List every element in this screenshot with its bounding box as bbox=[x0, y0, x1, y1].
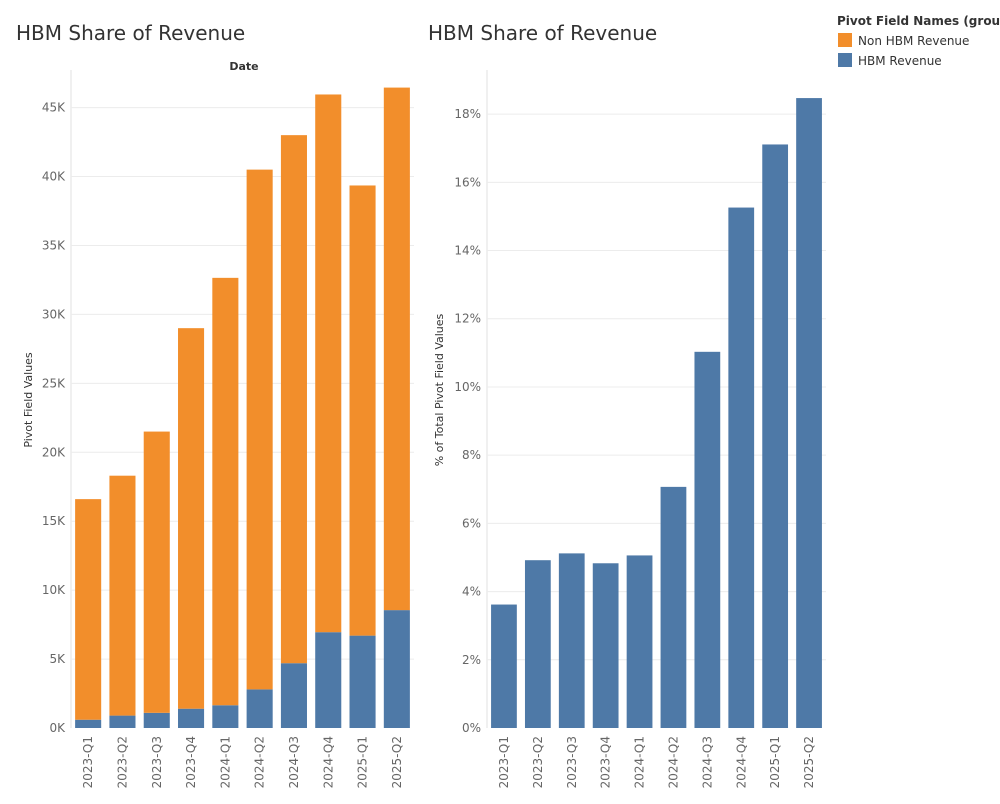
right-bar-hbm-revenue[interactable] bbox=[558, 553, 585, 728]
left-bar-non-hbm-revenue[interactable] bbox=[109, 475, 136, 716]
left-x-tick-label: 2025-Q1 bbox=[356, 736, 370, 788]
left-bar-hbm-revenue[interactable] bbox=[246, 689, 273, 728]
left-x-tick-label: 2023-Q4 bbox=[184, 736, 198, 788]
left-bar-non-hbm-revenue[interactable] bbox=[315, 94, 342, 633]
left-bar-non-hbm-revenue[interactable] bbox=[143, 431, 170, 713]
left-bar-non-hbm-revenue[interactable] bbox=[212, 277, 239, 706]
right-bar-hbm-revenue[interactable] bbox=[626, 555, 653, 728]
left-bar-hbm-revenue[interactable] bbox=[315, 632, 342, 728]
right-y-tick-label: 2% bbox=[462, 653, 481, 667]
right-y-tick-label: 4% bbox=[462, 585, 481, 599]
right-bar-hbm-revenue[interactable] bbox=[728, 207, 755, 728]
left-x-tick-label: 2023-Q1 bbox=[81, 736, 95, 788]
right-y-tick-label: 0% bbox=[462, 721, 481, 735]
right-bar-hbm-revenue[interactable] bbox=[694, 351, 721, 728]
left-y-tick-label: 5K bbox=[49, 652, 66, 666]
legend-label-non-hbm[interactable]: Non HBM Revenue bbox=[858, 34, 969, 48]
left-column-header: Date bbox=[229, 60, 258, 73]
revenue-stacked-chart: HBM Share of Revenue Date Pivot Field Va… bbox=[16, 21, 414, 788]
legend-swatch-hbm[interactable] bbox=[838, 53, 852, 67]
left-y-tick-label: 25K bbox=[42, 376, 66, 390]
left-y-tick-label: 0K bbox=[49, 721, 66, 735]
right-x-tick-label: 2023-Q4 bbox=[599, 736, 613, 788]
left-bar-hbm-revenue[interactable] bbox=[143, 712, 170, 728]
left-y-tick-label: 20K bbox=[42, 445, 66, 459]
right-bar-hbm-revenue[interactable] bbox=[592, 563, 619, 728]
left-bar-non-hbm-revenue[interactable] bbox=[383, 87, 410, 611]
right-bar-hbm-revenue[interactable] bbox=[524, 560, 551, 728]
right-bar-hbm-revenue[interactable] bbox=[660, 486, 687, 728]
right-x-tick-label: 2025-Q2 bbox=[802, 736, 816, 788]
left-x-tick-label: 2023-Q2 bbox=[115, 736, 129, 788]
left-x-axis: 2023-Q1 2023-Q2 2023-Q3 2023-Q4 2024-Q1 2024-… bbox=[81, 736, 404, 788]
right-y-tick-label: 10% bbox=[454, 380, 481, 394]
hbm-share-chart: HBM Share of Revenue % of Total Pivot Fi… bbox=[428, 21, 826, 788]
left-chart-title: HBM Share of Revenue bbox=[16, 21, 245, 45]
right-y-tick-label: 6% bbox=[462, 516, 481, 530]
right-bar-hbm-revenue[interactable] bbox=[491, 604, 517, 728]
left-y-tick-label: 15K bbox=[42, 514, 66, 528]
right-bars bbox=[491, 98, 822, 728]
right-y-tick-label: 18% bbox=[454, 107, 481, 121]
legend-title: Pivot Field Names (group) bbox=[837, 14, 1000, 28]
left-bar-non-hbm-revenue[interactable] bbox=[178, 328, 205, 709]
left-x-tick-label: 2024-Q4 bbox=[321, 736, 335, 788]
right-x-tick-label: 2023-Q3 bbox=[565, 736, 579, 788]
right-bar-hbm-revenue[interactable] bbox=[762, 144, 789, 728]
left-y-tick-label: 40K bbox=[42, 170, 66, 184]
left-bar-hbm-revenue[interactable] bbox=[75, 719, 102, 728]
left-bar-hbm-revenue[interactable] bbox=[280, 663, 307, 728]
right-x-tick-label: 2023-Q2 bbox=[531, 736, 545, 788]
legend: Pivot Field Names (group) Non HBM Revenu… bbox=[837, 14, 1000, 68]
left-x-tick-label: 2023-Q3 bbox=[150, 736, 164, 788]
legend-swatch-non-hbm[interactable] bbox=[838, 33, 852, 47]
left-y-axis: 0K 5K 10K 15K 20K 25K 30K 35K 40K 45K bbox=[42, 101, 66, 735]
right-y-tick-label: 12% bbox=[454, 312, 481, 326]
right-x-tick-label: 2024-Q1 bbox=[633, 736, 647, 788]
left-bar-hbm-revenue[interactable] bbox=[212, 705, 239, 728]
right-y-tick-label: 8% bbox=[462, 448, 481, 462]
right-y-axis: 0% 2% 4% 6% 8% 10% 12% 14% 16% 18% bbox=[454, 107, 481, 735]
left-y-tick-label: 35K bbox=[42, 238, 66, 252]
left-y-tick-label: 30K bbox=[42, 307, 66, 321]
legend-label-hbm[interactable]: HBM Revenue bbox=[858, 54, 942, 68]
right-x-axis: 2023-Q1 2023-Q2 2023-Q3 2023-Q4 2024-Q1 2024-… bbox=[497, 736, 816, 788]
right-x-tick-label: 2024-Q3 bbox=[700, 736, 714, 788]
left-bars bbox=[75, 87, 410, 728]
right-x-tick-label: 2024-Q4 bbox=[734, 736, 748, 788]
right-y-tick-label: 16% bbox=[454, 175, 481, 189]
left-x-tick-label: 2024-Q3 bbox=[287, 736, 301, 788]
right-y-axis-title: % of Total Pivot Field Values bbox=[433, 313, 446, 466]
right-bar-hbm-revenue[interactable] bbox=[796, 98, 822, 728]
left-y-tick-label: 45K bbox=[42, 101, 66, 115]
left-bar-non-hbm-revenue[interactable] bbox=[280, 135, 307, 664]
left-bar-hbm-revenue[interactable] bbox=[383, 610, 410, 728]
left-bar-hbm-revenue[interactable] bbox=[178, 708, 205, 728]
right-x-tick-label: 2025-Q1 bbox=[768, 736, 782, 788]
left-bar-hbm-revenue[interactable] bbox=[109, 715, 136, 728]
left-x-tick-label: 2025-Q2 bbox=[390, 736, 404, 788]
left-x-tick-label: 2024-Q2 bbox=[253, 736, 267, 788]
left-x-tick-label: 2024-Q1 bbox=[218, 736, 232, 788]
right-y-tick-label: 14% bbox=[454, 244, 481, 258]
left-bar-hbm-revenue[interactable] bbox=[349, 635, 376, 728]
right-chart-title: HBM Share of Revenue bbox=[428, 21, 657, 45]
right-x-tick-label: 2024-Q2 bbox=[666, 736, 680, 788]
right-x-tick-label: 2023-Q1 bbox=[497, 736, 511, 788]
left-y-tick-label: 10K bbox=[42, 583, 66, 597]
left-bar-non-hbm-revenue[interactable] bbox=[349, 185, 376, 636]
left-y-axis-title: Pivot Field Values bbox=[22, 352, 35, 448]
left-bar-non-hbm-revenue[interactable] bbox=[246, 169, 273, 690]
left-bar-non-hbm-revenue[interactable] bbox=[75, 499, 102, 720]
